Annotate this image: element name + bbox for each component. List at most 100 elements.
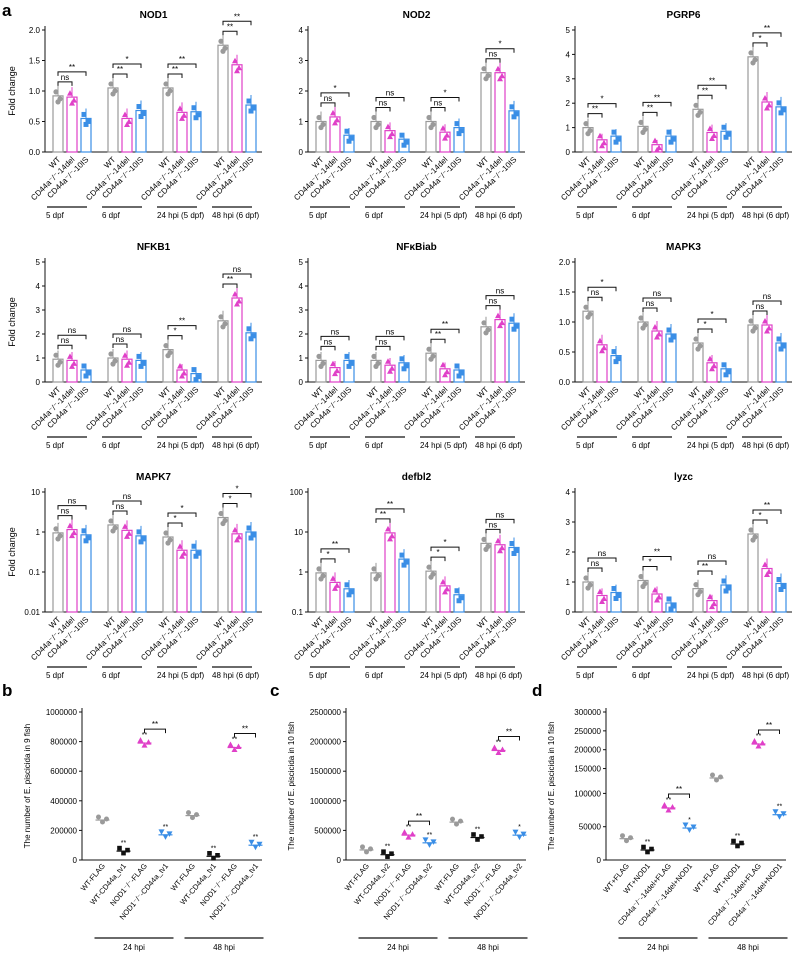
chart-title: NOD1: [140, 10, 168, 21]
group-label: 24 hpi (5 dpf): [157, 441, 204, 450]
data-point: [731, 838, 736, 844]
y-tick-label: 10: [294, 528, 303, 537]
star-label: **: [777, 804, 783, 811]
y-tick-label: 3: [299, 306, 304, 315]
y-tick-label: 0: [337, 856, 342, 865]
data-point: [442, 588, 448, 595]
data-point: [53, 526, 59, 532]
data-point: [231, 746, 238, 753]
data-point: [316, 114, 322, 121]
data-point: [668, 139, 674, 145]
y-tick-label: 2.0: [559, 258, 571, 267]
sig-label: *: [703, 320, 706, 329]
data-point: [373, 363, 379, 369]
star-label: **: [385, 844, 391, 851]
data-point: [613, 359, 619, 365]
data-point: [316, 353, 322, 359]
y-tick-label: 0.1: [292, 608, 304, 617]
data-point: [136, 529, 142, 535]
group-label: 48 hpi (6 dpf): [742, 211, 789, 220]
data-point: [232, 57, 238, 64]
sig-bracket: [485, 518, 515, 524]
data-point: [121, 850, 126, 856]
data-point: [475, 837, 480, 842]
data-point: [403, 139, 409, 145]
star-label: **: [163, 824, 169, 831]
data-point: [640, 129, 646, 135]
sig-bracket: [485, 305, 501, 310]
data-point: [652, 587, 658, 593]
data-point: [163, 81, 169, 87]
data-point: [250, 333, 256, 339]
sig-label: **: [179, 317, 185, 326]
group-label: 6 dpf: [102, 441, 121, 450]
data-point: [755, 743, 762, 749]
data-point: [483, 76, 489, 82]
sig-label: **: [766, 721, 772, 730]
group-label: 48 hpi (6 dpf): [212, 211, 259, 220]
data-point: [248, 336, 254, 342]
y-tick-label: 1.5: [29, 57, 41, 66]
data-point: [615, 356, 621, 362]
data-point: [162, 834, 169, 840]
chart-NFkBiab: NFκBiab012345nsnsWTCD44a⁻/⁻-14delCD44a⁻/…: [292, 242, 525, 450]
data-point: [513, 111, 519, 117]
data-point: [440, 578, 446, 585]
sig-bracket: [144, 728, 166, 734]
group-label: 24 hpi (5 dpf): [157, 671, 204, 680]
chart-title: NFKB1: [137, 242, 171, 253]
star-label: **: [406, 824, 412, 831]
sig-bracket: [752, 519, 768, 524]
sig-label: **: [332, 540, 338, 549]
data-point: [140, 360, 146, 366]
sig-bracket: [57, 515, 73, 520]
data-point: [186, 810, 191, 816]
y-tick-label: 1: [299, 568, 304, 577]
data-point: [611, 129, 617, 135]
data-point: [497, 322, 503, 329]
data-point: [428, 356, 434, 362]
data-point: [344, 582, 350, 588]
sig-label: **: [676, 785, 682, 794]
group-label: 6 dpf: [632, 441, 651, 450]
sig-bracket: [320, 558, 336, 563]
data-point: [611, 349, 617, 355]
data-point: [246, 98, 252, 104]
group-label: 6 dpf: [102, 211, 121, 220]
data-point: [332, 585, 338, 591]
data-point: [69, 100, 75, 106]
data-point: [764, 104, 770, 111]
group-label: 5 dpf: [576, 441, 595, 450]
data-point: [638, 119, 644, 125]
sig-label: *: [710, 310, 713, 319]
y-tick-label: 2.0: [29, 26, 41, 35]
data-point: [483, 546, 489, 552]
data-point: [211, 856, 216, 861]
group-label: 6 dpf: [365, 211, 384, 220]
data-point: [649, 846, 654, 852]
data-point: [318, 363, 324, 369]
bar: [121, 529, 133, 613]
data-point: [509, 104, 515, 110]
sig-bracket: [498, 735, 520, 741]
group-label: 6 dpf: [365, 671, 384, 680]
data-point: [403, 559, 409, 565]
y-tick-label: 1000000: [310, 797, 342, 806]
data-point: [177, 363, 183, 369]
sig-label: *: [173, 327, 176, 336]
data-point: [693, 102, 699, 108]
data-point: [695, 112, 701, 118]
group-label: 6 dpf: [365, 441, 384, 450]
data-point: [381, 849, 386, 854]
data-point: [256, 841, 263, 848]
data-point: [138, 114, 144, 120]
bar: [107, 87, 119, 153]
sig-label: *: [333, 84, 336, 93]
data-point: [780, 107, 786, 113]
data-point: [220, 520, 226, 527]
data-point: [122, 352, 128, 358]
data-point: [364, 849, 369, 855]
data-point: [693, 336, 699, 342]
